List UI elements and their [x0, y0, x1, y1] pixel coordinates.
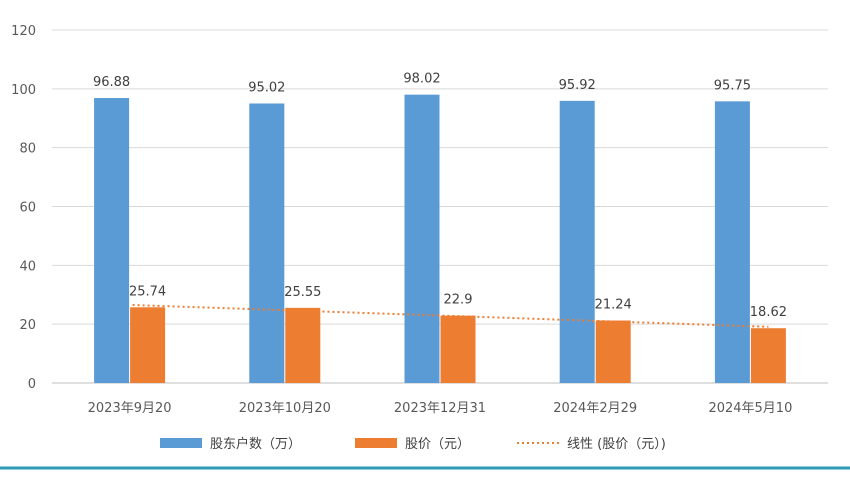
y-tick-label: 80: [19, 142, 36, 157]
bar-shareholders: [559, 100, 595, 384]
gridlines: [52, 29, 828, 384]
legend-label: 线性 (股价（元）): [567, 437, 666, 452]
data-label: 18.62: [750, 305, 787, 320]
bar-price: [750, 328, 786, 383]
legend-label: 股价（元）: [405, 437, 470, 452]
x-tick-label: 2023年12月31: [394, 401, 486, 416]
x-tick-label: 2023年9月20: [88, 401, 172, 416]
bar-price: [440, 315, 476, 383]
legend: 股东户数（万） 股价（元） 线性 (股价（元）): [160, 436, 666, 452]
y-axis-ticks: 0 20 40 60 80 100 120: [11, 24, 36, 392]
data-label: 95.02: [248, 80, 285, 95]
y-tick-label: 40: [19, 259, 36, 274]
legend-label: 股东户数（万）: [210, 436, 301, 452]
y-tick-label: 20: [19, 318, 36, 333]
bar-shareholders: [404, 94, 440, 383]
x-tick-label: 2023年10月20: [239, 401, 331, 416]
bar-price: [130, 307, 166, 383]
legend-swatch-shareholders: [160, 438, 202, 448]
x-tick-label: 2024年5月10: [708, 401, 792, 416]
data-label: 96.88: [93, 75, 130, 90]
bar-shareholders: [94, 98, 130, 384]
data-label: 95.75: [714, 78, 751, 93]
trendline: [132, 303, 769, 328]
y-tick-label: 60: [19, 201, 36, 216]
y-tick-label: 100: [11, 83, 36, 98]
data-label: 95.92: [559, 78, 596, 93]
data-label: 21.24: [595, 298, 632, 313]
data-labels: 96.88 25.74 95.02 25.55 98.02 22.9 95.92 21.24 9…: [93, 72, 787, 321]
data-label: 25.55: [284, 285, 321, 300]
bar-shareholders: [249, 103, 285, 383]
legend-swatch-price: [355, 438, 397, 448]
trendline-layer: [132, 303, 769, 328]
bar-price: [285, 307, 321, 383]
x-tick-label: 2024年2月29: [553, 401, 637, 416]
bar-shareholders: [714, 101, 750, 383]
data-label: 22.9: [444, 293, 473, 308]
y-tick-label: 0: [28, 377, 36, 392]
bars: [94, 94, 786, 384]
data-label: 98.02: [403, 72, 440, 87]
x-axis-ticks: 2023年9月20 2023年10月20 2023年12月31 2024年2月29 20…: [88, 401, 793, 416]
data-label: 25.74: [129, 284, 166, 299]
y-tick-label: 120: [11, 24, 36, 39]
bar-price: [595, 320, 631, 383]
